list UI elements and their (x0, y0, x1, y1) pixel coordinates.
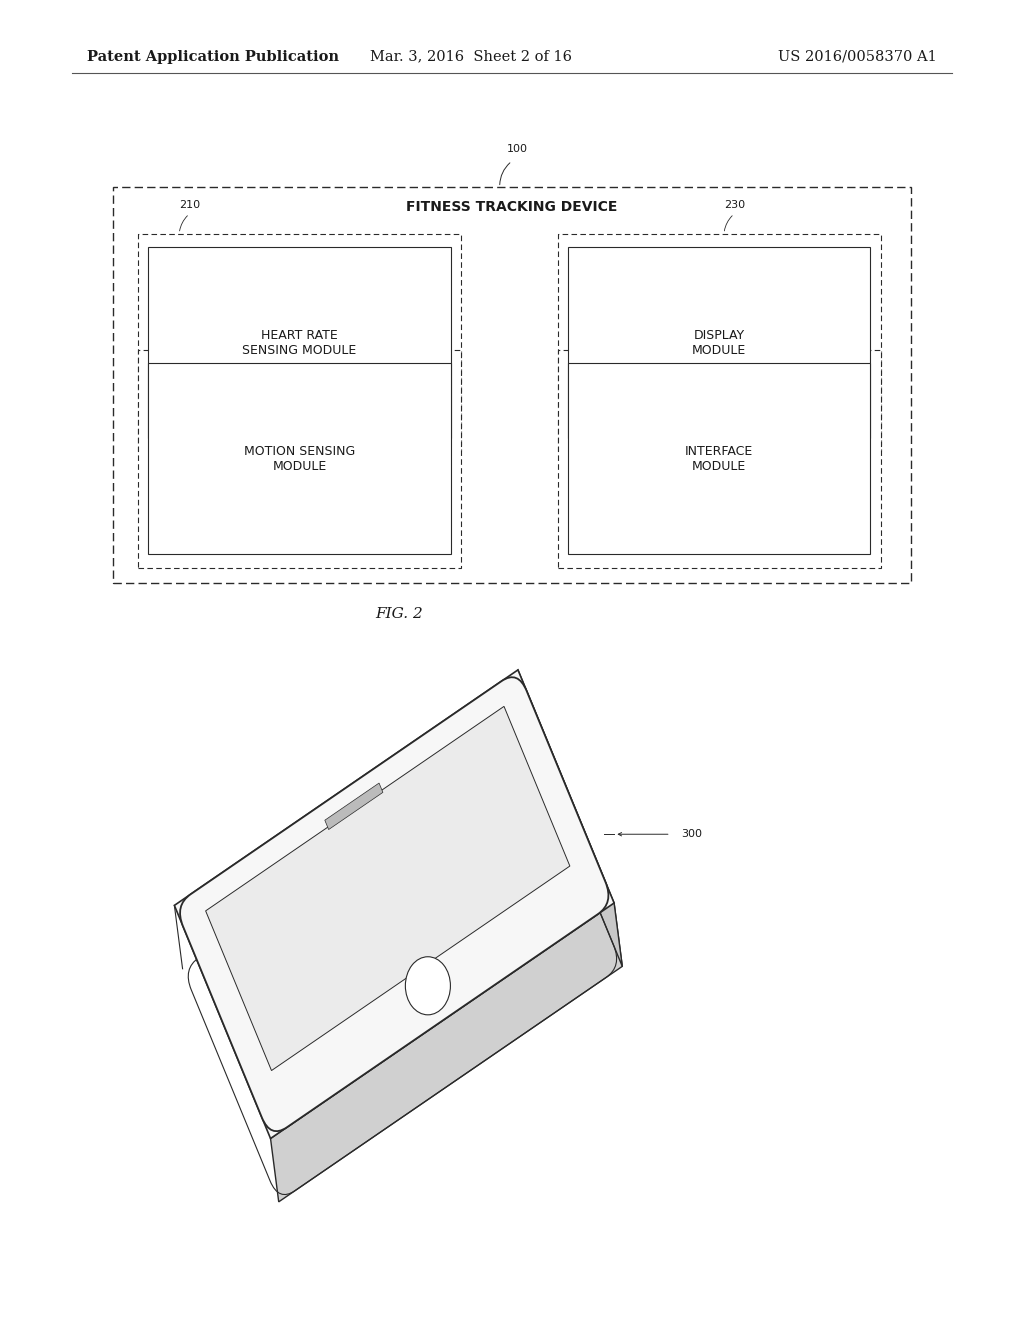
Bar (568, 363, 870, 554)
Text: INTERFACE
MODULE: INTERFACE MODULE (685, 445, 754, 473)
Polygon shape (206, 706, 570, 1071)
Bar (558, 350, 881, 568)
Bar (138, 350, 461, 568)
Text: FIG. 2: FIG. 2 (376, 607, 423, 620)
Polygon shape (325, 783, 383, 829)
Bar (148, 247, 451, 438)
Bar (138, 234, 461, 451)
Ellipse shape (406, 957, 451, 1015)
Text: 230: 230 (724, 199, 744, 210)
Text: DISPLAY
MODULE: DISPLAY MODULE (692, 329, 746, 356)
Text: Patent Application Publication: Patent Application Publication (87, 50, 339, 63)
Text: Mar. 3, 2016  Sheet 2 of 16: Mar. 3, 2016 Sheet 2 of 16 (370, 50, 572, 63)
PathPatch shape (180, 677, 608, 1131)
Text: 240: 240 (614, 315, 635, 326)
Text: 300: 300 (681, 829, 702, 840)
Text: 220: 220 (179, 315, 200, 326)
Bar (148, 363, 451, 554)
Bar (558, 234, 881, 451)
Polygon shape (518, 671, 623, 966)
Bar (113, 187, 911, 583)
Text: MOTION SENSING
MODULE: MOTION SENSING MODULE (244, 445, 355, 473)
Polygon shape (174, 671, 614, 1138)
Polygon shape (270, 903, 623, 1201)
Text: US 2016/0058370 A1: US 2016/0058370 A1 (778, 50, 937, 63)
Text: 210: 210 (179, 199, 200, 210)
Bar (568, 247, 870, 438)
Text: FITNESS TRACKING DEVICE: FITNESS TRACKING DEVICE (407, 201, 617, 214)
Text: FIG. 3: FIG. 3 (340, 1096, 387, 1109)
Text: HEART RATE
SENSING MODULE: HEART RATE SENSING MODULE (243, 329, 356, 356)
Text: 100: 100 (507, 144, 527, 154)
